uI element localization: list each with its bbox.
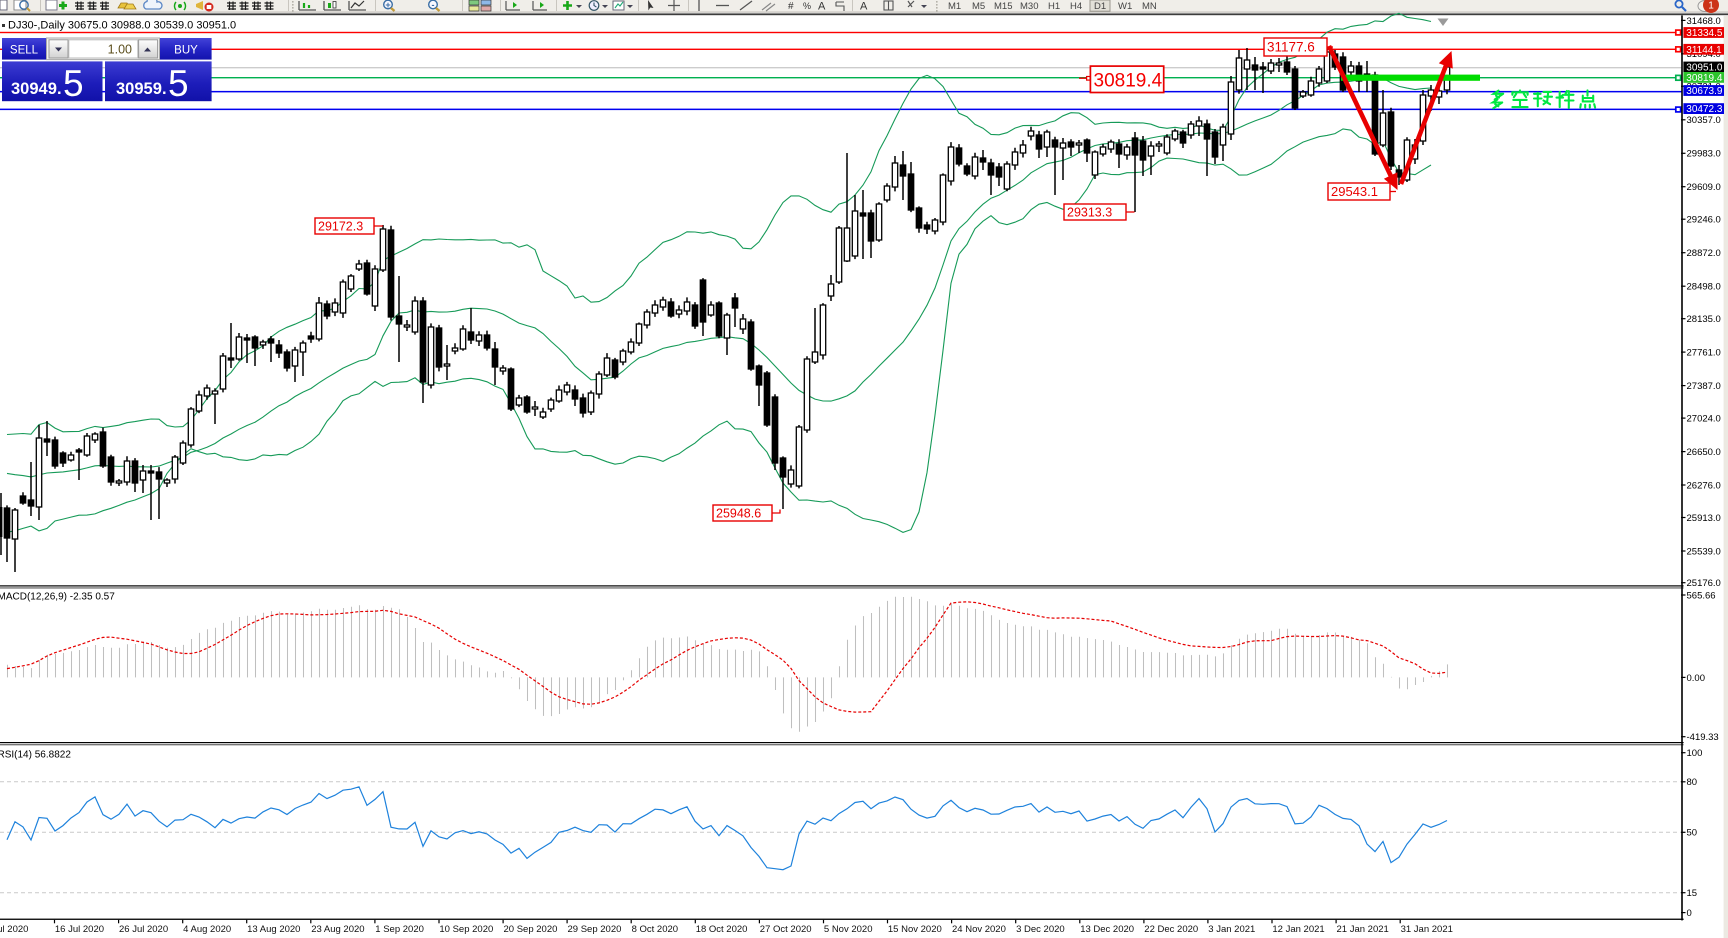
svg-text:27 Oct 2020: 27 Oct 2020 <box>760 924 812 935</box>
svg-text:28872.0: 28872.0 <box>1687 248 1721 259</box>
svg-text:31177.6: 31177.6 <box>1267 39 1315 54</box>
svg-text:30819.4: 30819.4 <box>1686 73 1723 84</box>
svg-text:M15: M15 <box>994 1 1012 12</box>
svg-text:15 Nov 2020: 15 Nov 2020 <box>888 924 942 935</box>
svg-text:8 Oct 2020: 8 Oct 2020 <box>632 924 678 935</box>
svg-text:25913.0: 25913.0 <box>1687 513 1721 524</box>
svg-text:26650.0: 26650.0 <box>1687 447 1721 458</box>
svg-text:DJ30-,Daily 30675.0 30988.0 3: DJ30-,Daily 30675.0 30988.0 30539.0 3095… <box>8 20 236 32</box>
svg-text:%: % <box>803 1 811 11</box>
svg-text:22 Dec 2020: 22 Dec 2020 <box>1144 924 1198 935</box>
svg-text:12 Jan 2021: 12 Jan 2021 <box>1272 924 1324 935</box>
svg-text:W1: W1 <box>1118 1 1132 12</box>
svg-text:26276.0: 26276.0 <box>1687 480 1721 491</box>
svg-text:.: . <box>162 80 167 98</box>
svg-text:30673.9: 30673.9 <box>1686 86 1723 97</box>
svg-text:28135.0: 28135.0 <box>1687 314 1721 325</box>
svg-text:25176.0: 25176.0 <box>1687 578 1721 589</box>
svg-text:MACD(12,26,9) -2.35 0.57: MACD(12,26,9) -2.35 0.57 <box>0 592 115 603</box>
svg-text:30951.0: 30951.0 <box>1686 63 1723 74</box>
svg-text:RSI(14) 56.8822: RSI(14) 56.8822 <box>0 750 71 761</box>
svg-text:15: 15 <box>1687 888 1698 899</box>
svg-text:-419.33: -419.33 <box>1687 732 1719 743</box>
svg-text:13 Dec 2020: 13 Dec 2020 <box>1080 924 1134 935</box>
svg-text:3 Dec 2020: 3 Dec 2020 <box>1016 924 1065 935</box>
svg-text:31468.0: 31468.0 <box>1687 16 1721 27</box>
svg-text:4 Aug 2020: 4 Aug 2020 <box>183 924 231 935</box>
svg-text:0: 0 <box>1687 908 1692 919</box>
svg-text:29246.0: 29246.0 <box>1687 215 1721 226</box>
svg-text:13 Aug 2020: 13 Aug 2020 <box>247 924 300 935</box>
svg-text:1: 1 <box>1708 1 1714 12</box>
svg-text:SELL: SELL <box>10 44 39 56</box>
svg-text:BUY: BUY <box>174 44 198 56</box>
svg-text:31 Jan 2021: 31 Jan 2021 <box>1401 924 1453 935</box>
svg-text:H1: H1 <box>1048 1 1060 12</box>
svg-text:1.00: 1.00 <box>108 43 132 57</box>
svg-text:0.00: 0.00 <box>1687 673 1706 684</box>
svg-text:31334.5: 31334.5 <box>1686 28 1723 39</box>
svg-text:M30: M30 <box>1020 1 1038 12</box>
svg-text:25539.0: 25539.0 <box>1687 546 1721 557</box>
svg-text:27761.0: 27761.0 <box>1687 348 1721 359</box>
svg-text:.: . <box>57 80 62 98</box>
svg-text:25948.6: 25948.6 <box>716 506 761 520</box>
svg-text:A: A <box>818 1 826 13</box>
svg-text:21 Jan 2021: 21 Jan 2021 <box>1337 924 1389 935</box>
svg-text:MN: MN <box>1142 1 1157 12</box>
svg-text:30949: 30949 <box>11 80 57 98</box>
svg-text:30472.3: 30472.3 <box>1686 104 1723 115</box>
svg-text:27024.0: 27024.0 <box>1687 414 1721 425</box>
svg-text:+: + <box>385 0 390 10</box>
svg-text:29609.0: 29609.0 <box>1687 182 1721 193</box>
svg-text:80: 80 <box>1687 777 1698 788</box>
svg-text:#: # <box>788 1 794 12</box>
svg-text:A: A <box>860 1 868 13</box>
svg-text:29543.1: 29543.1 <box>1331 184 1378 199</box>
svg-text:16 Jul 2020: 16 Jul 2020 <box>55 924 104 935</box>
svg-text:29172.3: 29172.3 <box>318 219 363 233</box>
svg-text:3 Jan 2021: 3 Jan 2021 <box>1208 924 1255 935</box>
svg-text:26 Jul 2020: 26 Jul 2020 <box>119 924 168 935</box>
svg-text:5: 5 <box>63 63 84 104</box>
svg-text:5 Nov 2020: 5 Nov 2020 <box>824 924 873 935</box>
svg-text:30959: 30959 <box>116 80 162 98</box>
svg-text:50: 50 <box>1687 828 1698 839</box>
svg-text:27387.0: 27387.0 <box>1687 381 1721 392</box>
svg-text:29 Sep 2020: 29 Sep 2020 <box>568 924 622 935</box>
svg-text:29313.3: 29313.3 <box>1067 205 1112 219</box>
svg-text:20 Sep 2020: 20 Sep 2020 <box>504 924 558 935</box>
svg-text:24 Nov 2020: 24 Nov 2020 <box>952 924 1006 935</box>
svg-text:5: 5 <box>168 63 189 104</box>
svg-text:23 Aug 2020: 23 Aug 2020 <box>311 924 364 935</box>
svg-text:29983.0: 29983.0 <box>1687 149 1721 160</box>
svg-text:M1: M1 <box>948 1 961 12</box>
svg-text:100: 100 <box>1687 748 1703 759</box>
svg-text:30819.4: 30819.4 <box>1094 70 1163 91</box>
svg-text:31144.1: 31144.1 <box>1686 45 1722 56</box>
svg-text:Jul 2020: Jul 2020 <box>0 924 28 935</box>
svg-text:D1: D1 <box>1094 1 1106 12</box>
svg-text:-: - <box>432 0 435 10</box>
svg-text:565.66: 565.66 <box>1687 590 1716 601</box>
svg-text:10 Sep 2020: 10 Sep 2020 <box>439 924 493 935</box>
svg-text:1 Sep 2020: 1 Sep 2020 <box>375 924 424 935</box>
svg-text:M5: M5 <box>972 1 985 12</box>
svg-text:28498.0: 28498.0 <box>1687 282 1721 293</box>
svg-text:30357.0: 30357.0 <box>1687 115 1721 126</box>
svg-text:18 Oct 2020: 18 Oct 2020 <box>696 924 748 935</box>
svg-text:H4: H4 <box>1070 1 1082 12</box>
